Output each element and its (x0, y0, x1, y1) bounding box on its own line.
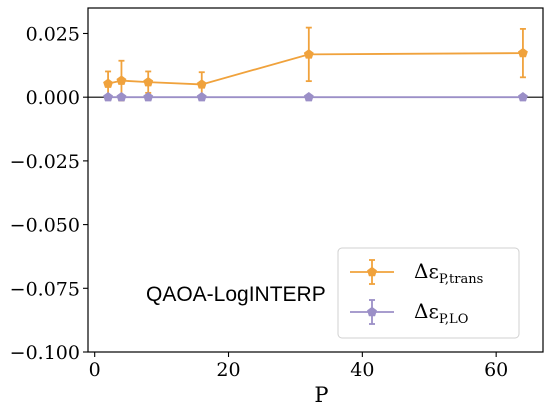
y-tick-label: −0.050 (10, 215, 80, 237)
y-tick-label: −0.075 (10, 278, 80, 300)
data-point (116, 75, 127, 85)
data-point (196, 79, 207, 89)
data-point (196, 91, 207, 102)
y-tick-label: −0.100 (10, 342, 80, 364)
data-point (143, 91, 154, 102)
y-tick-label: 0.025 (26, 23, 80, 45)
data-point (303, 49, 314, 59)
plot-area (88, 26, 543, 102)
y-tick-label: 0.000 (26, 87, 80, 109)
axes: 0 20 40 60 0.025 0.000 −0.025 −0.050 −0.075 −0.10… (10, 7, 544, 407)
data-point (103, 78, 114, 88)
annotation-label: QAOA-LogINTERP (146, 283, 326, 306)
legend-entry-0: ΔεP,trans (350, 259, 483, 287)
x-tick-label: 60 (484, 359, 508, 381)
data-point (303, 91, 314, 102)
data-point (103, 91, 114, 102)
plot-frame (87, 7, 544, 353)
x-tick-label: 40 (350, 359, 374, 381)
legend-label: ΔεP,trans (414, 259, 483, 287)
data-point (143, 76, 154, 87)
series-line (107, 52, 523, 86)
data-point (517, 47, 528, 58)
legend-marker (367, 306, 377, 317)
legend-label: ΔεP,LO (414, 299, 468, 327)
data-point (116, 91, 127, 102)
series-0 (103, 26, 528, 102)
data-point (517, 91, 528, 102)
series-1 (103, 91, 528, 102)
x-tick-label: 20 (216, 359, 240, 381)
legend-marker (367, 266, 377, 277)
x-tick-label: 0 (89, 359, 101, 381)
y-tick-label: −0.025 (10, 151, 80, 173)
legend-box (337, 247, 520, 339)
x-axis-label: P (314, 383, 328, 407)
legend-entry-1: ΔεP,LO (350, 299, 468, 327)
legend: ΔεP,trans ΔεP,LO (337, 247, 520, 339)
